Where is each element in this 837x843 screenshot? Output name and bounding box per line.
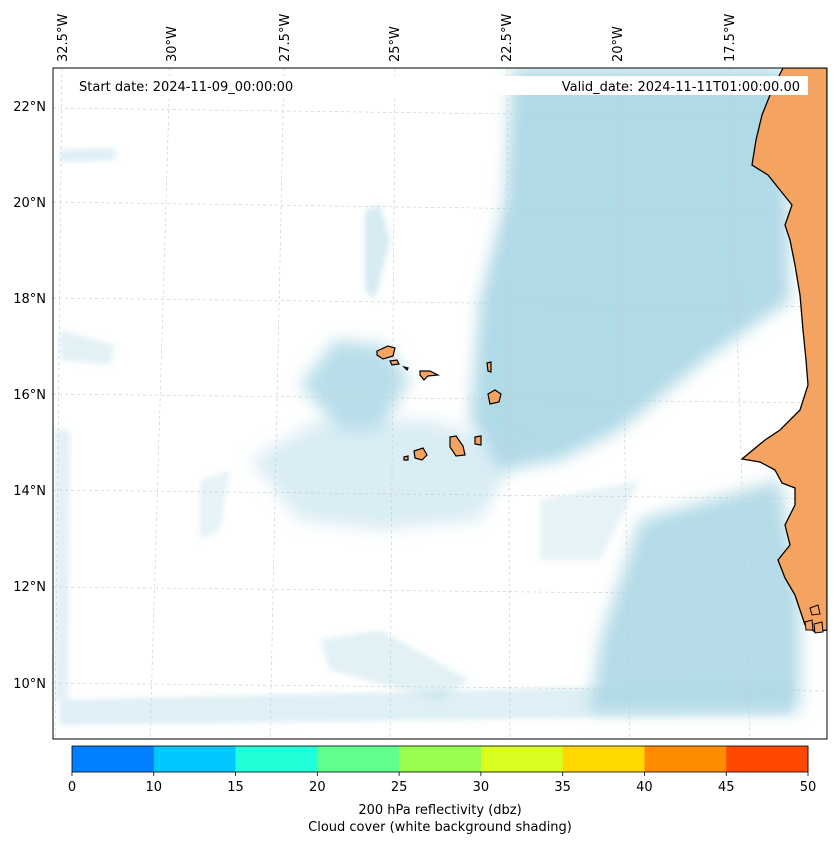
island-santiago: [449, 435, 466, 457]
lon-label-20w: 20°W: [611, 26, 626, 62]
colorbar-tick-label: 25: [391, 780, 408, 795]
island-sao-vicente: [389, 359, 400, 366]
colorbar-segment: [317, 746, 400, 772]
cloud-mass-east: [470, 68, 790, 470]
lon-label-25w: 25°W: [388, 26, 403, 62]
island-fogo: [413, 447, 428, 461]
lon-label-17-5w: 17.5°W: [723, 14, 738, 62]
colorbar-segments: [72, 746, 809, 772]
lat-label-20n: 20°N: [13, 196, 46, 211]
colorbar-tick-label: 30: [473, 780, 490, 795]
colorbar-segment: [562, 746, 645, 772]
valid-date-label: Valid_date: 2024-11-11T01:00:00.00: [562, 80, 800, 95]
lat-label-22n: 22°N: [13, 100, 46, 115]
longitude-labels: 32.5°W 30°W 27.5°W 25°W 22.5°W 20°W 17.5…: [56, 14, 738, 62]
cape-verde-islands: [376, 345, 502, 461]
bijagos-islands: [804, 604, 824, 634]
date-banner: [72, 76, 808, 95]
colorbar-segment: [72, 746, 155, 772]
map-panel: [53, 68, 827, 739]
colorbar-tick-label: 10: [146, 780, 163, 795]
lon-label-27-5w: 27.5°W: [278, 14, 293, 62]
lat-label-18n: 18°N: [13, 292, 46, 307]
lon-label-30w: 30°W: [165, 26, 180, 62]
lat-label-10n: 10°N: [13, 677, 46, 692]
colorbar-segment: [153, 746, 237, 772]
cloud-mass-southeast: [590, 480, 800, 712]
colorbar-segment: [480, 746, 564, 772]
island-sal: [486, 361, 492, 373]
lon-label-32-5w: 32.5°W: [56, 14, 71, 62]
island-santo-antao: [376, 345, 396, 360]
latitude-labels: 22°N 20°N 18°N 16°N 14°N 12°N 10°N: [13, 100, 46, 692]
colorbar-tick-label: 15: [227, 780, 244, 795]
colorbar-label-line2: Cloud cover (white background shading): [308, 820, 572, 835]
graticule: [53, 68, 827, 739]
africa-coast-landmass: [740, 68, 827, 633]
colorbar-label-line1: 200 hPa reflectivity (dbz): [358, 803, 521, 818]
cloud-cover-shading: [55, 68, 800, 725]
lat-label-12n: 12°N: [13, 580, 46, 595]
lat-label-16n: 16°N: [13, 388, 46, 403]
lon-label-22-5w: 22.5°W: [500, 14, 515, 62]
colorbar-frame: [71, 745, 809, 773]
island-boa-vista: [487, 389, 502, 405]
colorbar-segment: [399, 746, 482, 772]
colorbar-segment: [644, 746, 727, 772]
colorbar-tick-label: 50: [800, 780, 817, 795]
island-brava: [403, 455, 409, 461]
start-date-label: Start date: 2024-11-09_00:00:00: [79, 80, 293, 95]
colorbar-tick-label: 20: [309, 780, 326, 795]
map-frame: [52, 67, 828, 740]
colorbar-tick-label: 45: [718, 780, 735, 795]
colorbar-tick-label: 0: [68, 780, 76, 795]
colorbar: 0 10 15 20 25 30 35 40 45 50 200 hPa reflectivity…: [68, 745, 816, 835]
island-santa-luzia: [402, 365, 409, 372]
colorbar-tick-label: 40: [636, 780, 653, 795]
cloud-mass-west: [300, 340, 410, 430]
colorbar-ticks: 0 10 15 20 25 30 35 40 45 50: [68, 772, 816, 795]
colorbar-tick-label: 35: [554, 780, 571, 795]
colorbar-segment: [726, 746, 809, 772]
colorbar-segment: [235, 746, 318, 772]
lat-label-14n: 14°N: [13, 484, 46, 499]
island-maio: [474, 435, 482, 446]
island-sao-nicolau: [419, 370, 441, 381]
